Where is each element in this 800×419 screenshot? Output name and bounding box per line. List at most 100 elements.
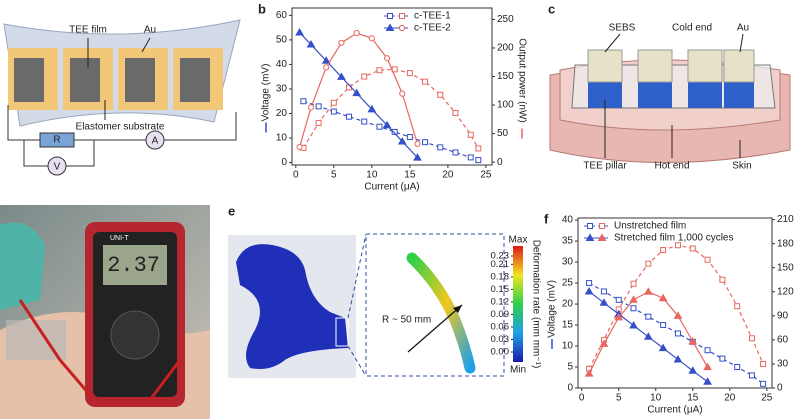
marker [615, 296, 622, 303]
y2-tick-label: 210 [777, 214, 794, 225]
marker [467, 154, 474, 161]
colorbar-max: Max [509, 235, 528, 246]
marker [406, 70, 413, 77]
marker [703, 362, 712, 371]
label: Au [144, 25, 156, 36]
y-tick-label: 40 [562, 215, 574, 226]
tee-pillar [688, 82, 722, 108]
marker [660, 247, 667, 254]
marker [406, 134, 413, 141]
y-tick-label: 10 [562, 341, 574, 352]
marker [749, 335, 756, 342]
y-tick-label: 0 [281, 157, 287, 168]
label: Skin [732, 161, 751, 172]
marker [629, 295, 638, 303]
y2-tick-label: 120 [777, 286, 794, 297]
y-tick-label: 30 [562, 257, 574, 268]
marker [643, 332, 653, 340]
tee-film [14, 58, 44, 102]
marker [300, 98, 307, 105]
y-tick-label: 5 [567, 362, 573, 373]
arrow [407, 304, 463, 353]
marker [645, 260, 652, 267]
colorbar-tick-label: 0.18 [491, 271, 510, 282]
marker [295, 28, 304, 36]
tee-pillar [724, 82, 754, 108]
marker [398, 24, 406, 32]
x-tick-label: 25 [761, 393, 773, 404]
marker [475, 145, 482, 152]
x-tick-label: 15 [687, 393, 699, 404]
panel-c: c SEBS Cold end Au TEE pillar Hot end Sk… [548, 1, 791, 172]
y2-tick-label: 180 [777, 238, 794, 249]
y-tick-label: 25 [562, 278, 574, 289]
marker [660, 322, 667, 329]
y2-tick-label: 0 [497, 157, 503, 168]
marker [397, 136, 407, 145]
marker [734, 303, 741, 310]
x-tick-label: 15 [404, 170, 416, 181]
glove [0, 222, 45, 310]
label: Cold end [672, 23, 712, 34]
marker [475, 157, 482, 164]
y-tick-label: 30 [276, 84, 288, 95]
y2-tick-label: 200 [497, 43, 514, 54]
inset [365, 233, 505, 377]
circuit [7, 105, 237, 167]
leader [604, 33, 621, 53]
tee-pillar [638, 82, 672, 108]
y-tick-label: 60 [276, 10, 288, 21]
marker [296, 143, 303, 151]
legend-label: Unstretched film [614, 221, 686, 232]
x-tick-label: 10 [366, 170, 378, 181]
tee-film [70, 58, 100, 102]
marker [760, 380, 767, 387]
y2-tick-label: 150 [777, 262, 794, 273]
marker [383, 55, 391, 62]
colorbar-tick-label: 0.00 [491, 347, 510, 358]
x-tick-label: 5 [331, 170, 337, 181]
y-tick-label: 35 [562, 236, 574, 247]
marker [382, 120, 392, 129]
dial [110, 310, 160, 360]
marker [599, 339, 609, 347]
y2-tick-label: 90 [777, 310, 789, 321]
label: TEE film [69, 25, 107, 36]
marker [673, 311, 683, 319]
marker [323, 64, 330, 71]
marker [584, 286, 594, 295]
arm-model [236, 244, 348, 369]
marker [704, 256, 711, 263]
marker [330, 108, 337, 115]
marker [629, 320, 638, 329]
marker [321, 56, 331, 64]
marker [467, 131, 474, 138]
y-tick-label: 50 [276, 35, 288, 46]
marker [352, 88, 362, 97]
panel-letter: b [258, 1, 266, 16]
marker [703, 377, 712, 385]
x-tick-label: 0 [579, 393, 585, 404]
brand: UNI-T [110, 235, 129, 242]
y2-tick-label: 100 [497, 100, 514, 111]
marker [361, 118, 368, 125]
marker [367, 104, 377, 113]
label: V [54, 162, 61, 173]
marker [422, 139, 429, 146]
au-cap [687, 49, 723, 83]
marker [422, 78, 429, 85]
marker [337, 72, 346, 80]
marker [630, 280, 637, 287]
colorbar-tick-label: 0.15 [491, 284, 510, 295]
y2-axis-label: Output power (nW) [516, 38, 527, 122]
marker [306, 40, 316, 48]
y2-tick-label: 50 [497, 128, 509, 139]
marker [719, 355, 726, 362]
x-tick-label: 20 [442, 170, 454, 181]
legend-label: c-TEE-1 [414, 11, 451, 22]
panel-letter: c [548, 1, 555, 16]
x-axis-label: Current (μA) [647, 405, 702, 416]
marker [437, 144, 444, 151]
marker [391, 128, 398, 135]
marker [643, 287, 653, 295]
